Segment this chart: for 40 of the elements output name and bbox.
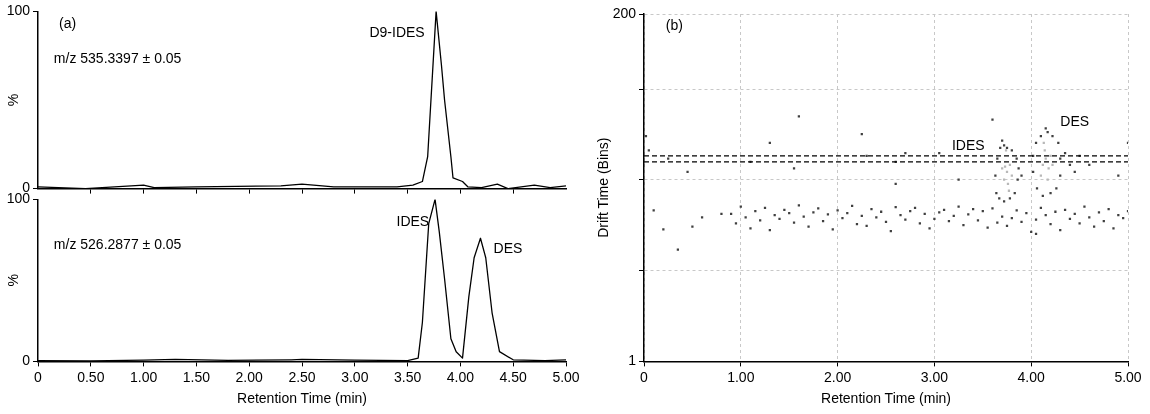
y-axis-title: %	[5, 93, 22, 107]
x-axis-title: Retention Time (min)	[821, 390, 951, 407]
annotation: IDES	[951, 136, 985, 153]
annotation: (b)	[665, 17, 683, 34]
x-tick-label: 1.50	[182, 368, 211, 385]
point	[1046, 178, 1049, 181]
annotation: DES	[1060, 112, 1090, 129]
annotation: D9-IDES	[369, 23, 425, 40]
x-tick-label: 4.50	[499, 368, 528, 385]
point	[1049, 154, 1052, 157]
x-tick-label: 1.00	[129, 368, 158, 385]
x-tick-label: 4.00	[446, 368, 475, 385]
x-tick-label: 3.00	[920, 368, 949, 385]
annotation: IDES	[396, 212, 430, 229]
y-tick-label: 0	[22, 352, 31, 369]
x-tick-label: 0.50	[77, 368, 105, 385]
x-tick-label: 0	[34, 368, 43, 385]
point	[1002, 178, 1006, 181]
x-tick-label: 5.00	[1114, 368, 1142, 385]
x-tick-label: 3.50	[393, 368, 422, 385]
x-axis-title: Retention Time (min)	[237, 390, 367, 407]
y-tick-label: 200	[612, 4, 637, 21]
x-tick-label: 5.00	[552, 368, 580, 385]
y-axis-title: Drift Time (Bins)	[595, 137, 612, 238]
annotation: DES	[493, 240, 523, 257]
x-tick-label: 2.50	[288, 368, 316, 385]
x-tick-label: 0	[640, 368, 649, 385]
annotation: (a)	[59, 14, 77, 31]
x-tick-label: 2.00	[823, 368, 852, 385]
point	[1051, 163, 1054, 167]
annotation: m/z 526.2877 ± 0.05	[53, 235, 182, 252]
y-axis-title: %	[5, 274, 22, 287]
y-tick-label: 100	[6, 2, 31, 19]
y-tick-label: 1	[628, 352, 637, 369]
x-tick-label: 1.00	[727, 368, 755, 385]
annotation: m/z 535.3397 ± 0.05	[53, 50, 182, 67]
x-tick-label: 2.00	[235, 368, 264, 385]
x-tick-label: 3.00	[341, 368, 369, 385]
x-tick-label: 4.00	[1017, 368, 1046, 385]
point	[1047, 167, 1050, 170]
